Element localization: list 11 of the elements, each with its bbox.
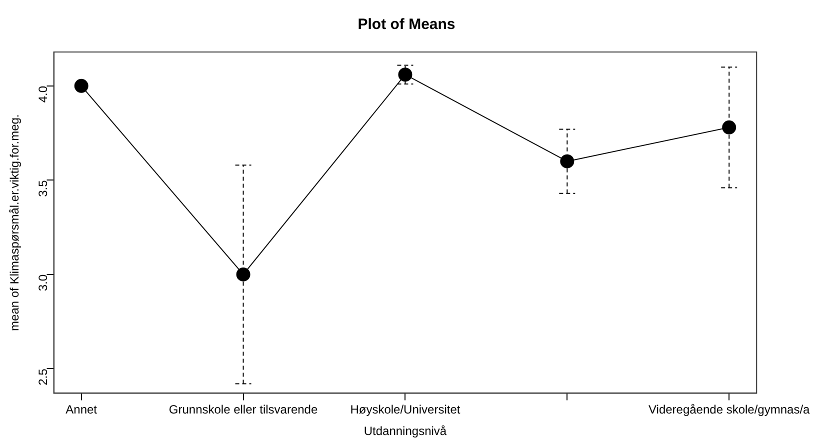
y-tick-label: 3.0 <box>36 274 50 292</box>
x-tick-label: Annet <box>66 402 98 417</box>
chart-title: Plot of Means <box>358 16 456 34</box>
y-axis-title: mean of Klimaspørsmål.er.viktig.for.meg. <box>8 114 22 331</box>
x-tick-label: Videregående skole/gymnas/a <box>648 402 810 417</box>
x-tick-label: Grunnskole eller tilsvarende <box>168 402 318 417</box>
x-tick-label: Høyskole/Universitet <box>350 402 461 417</box>
x-axis-title: Utdanningsnivå <box>364 424 447 438</box>
y-tick-label: 3.5 <box>36 180 50 197</box>
y-tick-label: 2.5 <box>36 368 50 386</box>
y-tick-label: 4.0 <box>36 86 50 103</box>
